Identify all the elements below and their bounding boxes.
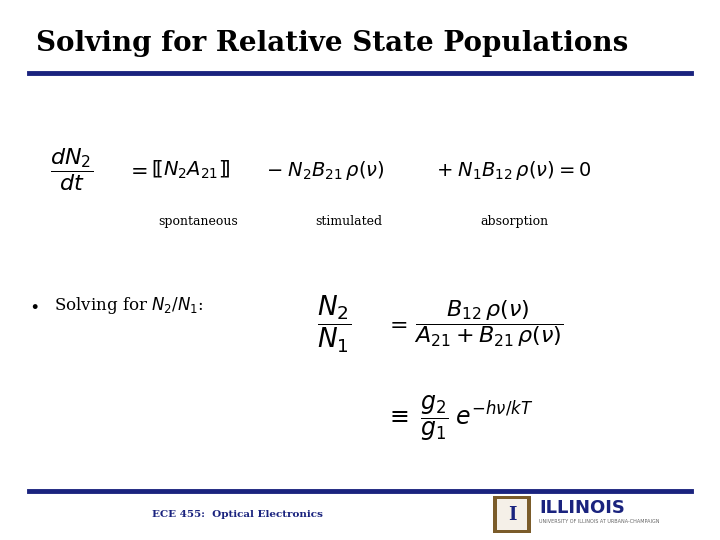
Text: absorption: absorption [481, 215, 549, 228]
Text: $=$: $=$ [385, 313, 408, 335]
Text: $\left[\!\left[ N_2 A_{21} \right]\!\right]$: $\left[\!\left[ N_2 A_{21} \right]\!\rig… [151, 159, 230, 181]
Text: $=$: $=$ [126, 160, 148, 180]
Text: ECE 455:  Optical Electronics: ECE 455: Optical Electronics [152, 510, 323, 518]
Text: UNIVERSITY OF ILLINOIS AT URBANA-CHAMPAIGN: UNIVERSITY OF ILLINOIS AT URBANA-CHAMPAI… [539, 519, 660, 524]
Bar [493, 496, 531, 533]
Text: Solving for $N_2/N_1$:: Solving for $N_2/N_1$: [54, 295, 204, 315]
Bar [497, 499, 527, 530]
Text: ILLINOIS: ILLINOIS [539, 499, 625, 517]
Text: $\equiv\; \dfrac{g_2}{g_1}\; e^{-h\nu/kT}$: $\equiv\; \dfrac{g_2}{g_1}\; e^{-h\nu/kT… [385, 394, 534, 443]
Text: $+\; N_1 B_{12}\,\rho(\nu) = 0$: $+\; N_1 B_{12}\,\rho(\nu) = 0$ [436, 159, 591, 181]
Text: $\dfrac{dN_2}{dt}$: $\dfrac{dN_2}{dt}$ [50, 147, 94, 193]
Text: stimulated: stimulated [315, 215, 383, 228]
Text: $\bullet$: $\bullet$ [29, 296, 38, 314]
Text: Solving for Relative State Populations: Solving for Relative State Populations [36, 30, 629, 57]
Text: I: I [508, 505, 516, 524]
Text: $\dfrac{N_2}{N_1}$: $\dfrac{N_2}{N_1}$ [317, 293, 351, 355]
Text: $\dfrac{B_{12}\,\rho(\nu)}{A_{21}+B_{21}\,\rho(\nu)}$: $\dfrac{B_{12}\,\rho(\nu)}{A_{21}+B_{21}… [414, 299, 563, 349]
Text: spontaneous: spontaneous [158, 215, 238, 228]
Text: $-\; N_2 B_{21}\,\rho(\nu)$: $-\; N_2 B_{21}\,\rho(\nu)$ [266, 159, 385, 181]
